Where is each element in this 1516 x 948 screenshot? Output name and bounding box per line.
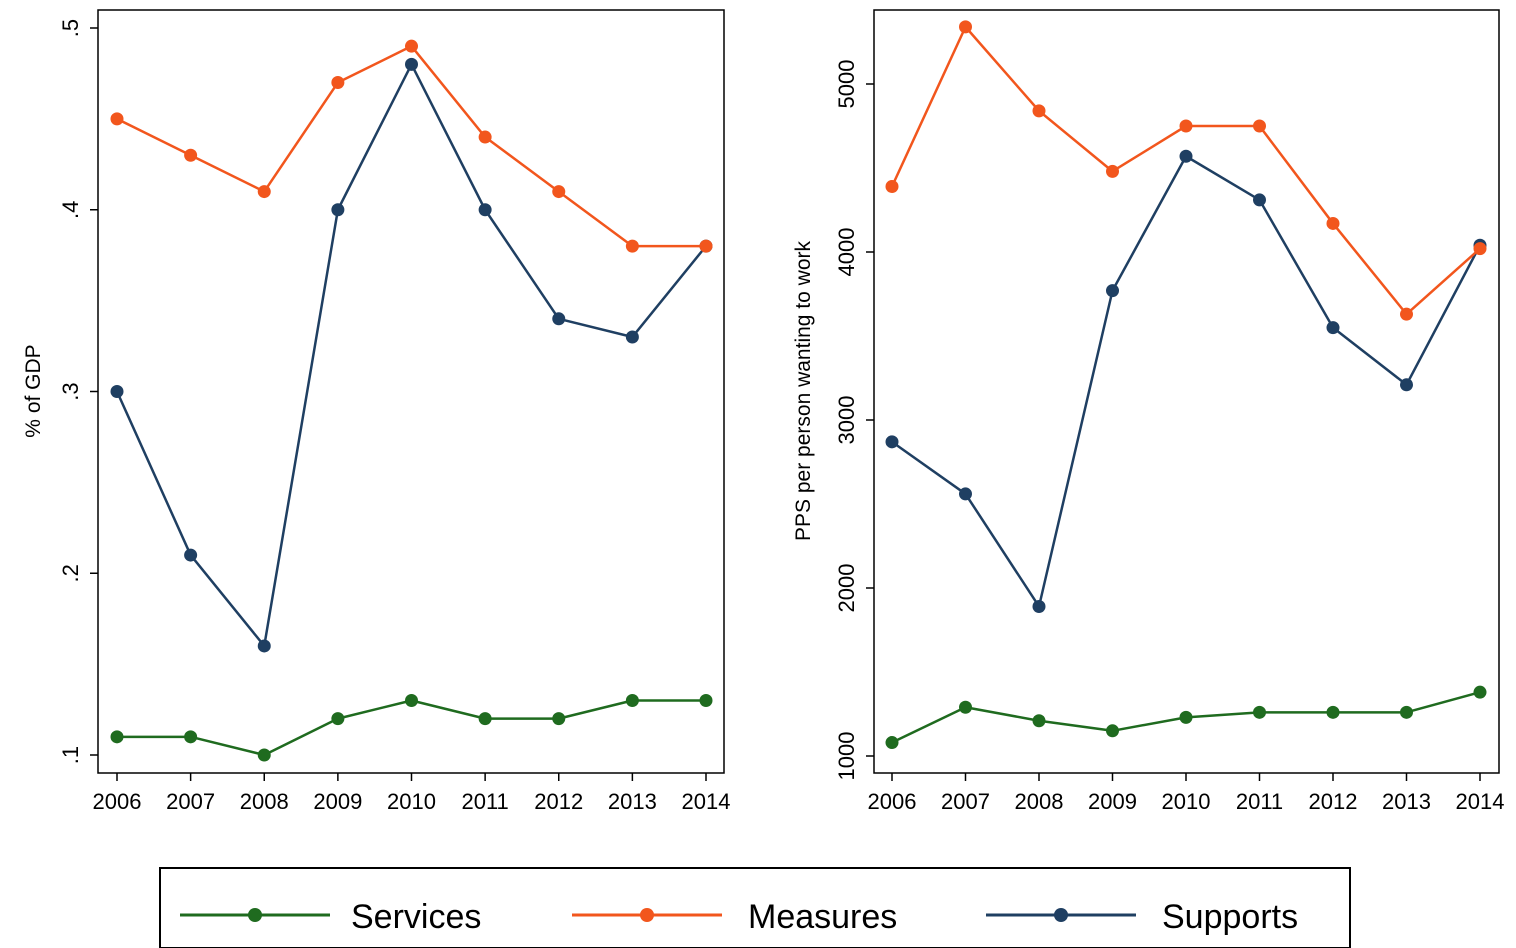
data-point-supports <box>625 330 639 344</box>
x-tick-label: 2007 <box>941 789 990 814</box>
x-tick-label: 2010 <box>1162 789 1211 814</box>
x-tick-label: 2011 <box>1236 789 1283 814</box>
data-point-supports <box>1032 599 1046 613</box>
legend-label-services: Services <box>351 898 481 936</box>
y-tick-label: .4 <box>58 201 83 219</box>
data-point-measures <box>405 39 418 53</box>
x-tick-label: 2006 <box>93 789 142 814</box>
data-point-supports <box>405 57 418 71</box>
x-tick-label: 2011 <box>461 789 508 814</box>
x-tick-label: 2010 <box>387 789 436 814</box>
data-point-services <box>257 748 271 762</box>
data-point-measures <box>110 112 124 126</box>
series-line-supports <box>115 63 707 648</box>
data-point-services <box>110 730 124 744</box>
data-point-measures <box>1253 119 1266 133</box>
data-point-services <box>552 712 566 726</box>
legend-label-measures: Measures <box>748 898 897 936</box>
data-point-services <box>405 693 418 707</box>
data-point-services <box>184 730 198 744</box>
data-point-supports <box>110 385 124 398</box>
data-point-supports <box>331 203 345 217</box>
data-point-supports <box>257 639 271 653</box>
data-point-supports <box>1106 284 1119 298</box>
data-point-measures <box>184 148 198 162</box>
data-point-services <box>1326 705 1340 719</box>
y-tick-label: .1 <box>58 746 83 764</box>
legend-marker-measures <box>640 908 654 922</box>
x-tick-label: 2013 <box>608 789 657 814</box>
data-point-services <box>1179 710 1193 724</box>
data-point-measures <box>1032 104 1046 118</box>
x-tick-label: 2012 <box>1309 789 1358 814</box>
data-point-measures <box>625 239 639 253</box>
data-point-measures <box>1179 119 1193 133</box>
data-point-services <box>478 712 492 726</box>
legend-marker-services <box>248 908 262 922</box>
data-point-supports <box>1253 193 1266 207</box>
legend-box <box>159 867 1351 948</box>
data-point-measures <box>1473 242 1487 256</box>
data-point-measures <box>552 185 566 199</box>
series-line-measures <box>116 44 706 248</box>
data-point-supports <box>1179 149 1193 163</box>
y-tick-label: 4000 <box>834 228 859 277</box>
data-point-supports <box>478 203 492 217</box>
data-point-measures <box>257 185 271 199</box>
data-point-services <box>1106 724 1119 738</box>
x-tick-label: 2008 <box>1015 789 1064 814</box>
series-line-services <box>117 699 706 757</box>
y-axis-title: % of GDP <box>22 344 45 437</box>
data-point-measures <box>699 239 713 253</box>
series-line-measures <box>890 25 1481 316</box>
data-point-services <box>1032 714 1046 728</box>
x-tick-label: 2013 <box>1382 789 1431 814</box>
data-point-measures <box>331 76 345 90</box>
y-tick-label: 5000 <box>834 60 859 109</box>
plot-frame <box>97 9 725 774</box>
legend-marker-supports <box>1054 908 1068 922</box>
data-point-services <box>1400 705 1413 719</box>
data-point-services <box>625 693 639 707</box>
left-panel-gdp: .1 .2 .3 .4 .5 2006 2007 2008 2009 2010 2011 2012 20… <box>22 9 731 814</box>
x-tick-label: 2014 <box>682 789 731 814</box>
data-point-supports <box>959 487 972 501</box>
y-tick-label: 2000 <box>834 564 859 613</box>
data-point-supports <box>552 312 566 326</box>
y-tick-label: .5 <box>58 19 83 37</box>
data-point-services <box>885 736 899 750</box>
x-tick-label: 2014 <box>1456 789 1505 814</box>
data-point-services <box>699 693 713 707</box>
data-point-supports <box>1400 378 1413 392</box>
data-point-supports <box>184 548 198 562</box>
data-point-services <box>1473 685 1487 699</box>
data-point-measures <box>1106 164 1119 178</box>
legend-label-supports: Supports <box>1162 898 1298 936</box>
y-tick-label: 1000 <box>834 732 859 781</box>
y-tick-label: .2 <box>58 564 83 582</box>
data-point-supports <box>885 435 899 449</box>
data-point-measures <box>1326 216 1340 230</box>
data-point-services <box>959 700 972 714</box>
series-line-supports <box>891 154 1482 608</box>
data-point-measures <box>478 130 492 144</box>
legend: Services Measures Supports <box>159 867 1351 948</box>
x-tick-label: 2006 <box>868 789 917 814</box>
y-tick-label: .3 <box>58 382 83 400</box>
data-point-measures <box>885 179 899 193</box>
data-point-measures <box>959 20 972 34</box>
x-tick-label: 2009 <box>1088 789 1137 814</box>
data-point-measures <box>1400 307 1413 321</box>
y-axis-title: PPS per person wanting to work <box>792 241 815 541</box>
y-tick-label: 3000 <box>834 396 859 445</box>
data-point-services <box>1253 705 1266 719</box>
x-tick-label: 2008 <box>240 789 289 814</box>
data-point-services <box>331 712 345 726</box>
data-point-supports <box>1326 321 1340 335</box>
x-tick-label: 2012 <box>534 789 583 814</box>
x-tick-label: 2007 <box>166 789 215 814</box>
right-panel-pps: 1000 2000 3000 4000 5000 2006 2007 2008 2009 2010… <box>792 9 1505 814</box>
x-tick-label: 2009 <box>313 789 362 814</box>
